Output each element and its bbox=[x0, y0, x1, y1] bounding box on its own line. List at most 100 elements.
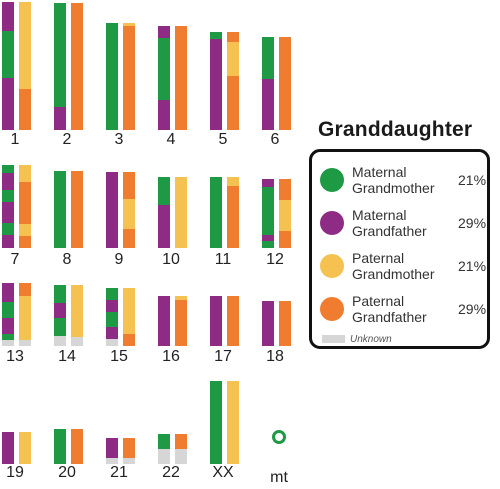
chromosome-label: XX bbox=[212, 464, 234, 481]
maternal-chromosome-segment bbox=[2, 283, 14, 302]
legend-title: Granddaughter bbox=[318, 118, 473, 141]
paternal-chromosome-segment bbox=[227, 296, 239, 346]
chromosome-label: 14 bbox=[58, 348, 76, 365]
paternal-chromosome-segment bbox=[19, 2, 31, 89]
maternal-chromosome-segment bbox=[2, 190, 14, 202]
chromosome-label: 17 bbox=[214, 348, 232, 365]
maternal-chromosome-segment bbox=[2, 235, 14, 248]
maternal-chromosome-segment bbox=[262, 301, 274, 346]
legend-swatch-icon bbox=[320, 211, 344, 235]
chromosome-label: 15 bbox=[110, 348, 128, 365]
legend-item-label: Maternal Grandfather bbox=[352, 207, 427, 239]
legend-item-percent: 21% bbox=[458, 258, 487, 274]
paternal-chromosome-segment bbox=[227, 186, 239, 248]
paternal-chromosome-segment bbox=[279, 231, 291, 248]
paternal-chromosome-segment bbox=[123, 288, 135, 334]
paternal-chromosome-segment bbox=[19, 224, 31, 236]
paternal-chromosome-segment bbox=[19, 432, 31, 464]
chromosome-label: 8 bbox=[62, 251, 72, 268]
legend-item-percent: 29% bbox=[458, 301, 487, 317]
paternal-chromosome-segment bbox=[279, 301, 291, 346]
paternal-chromosome-segment bbox=[175, 26, 187, 130]
maternal-chromosome-segment bbox=[262, 241, 274, 248]
paternal-chromosome-segment bbox=[19, 340, 31, 346]
chromosome-label: 12 bbox=[266, 251, 284, 268]
maternal-chromosome-segment bbox=[158, 434, 170, 449]
paternal-chromosome-segment bbox=[227, 76, 239, 130]
paternal-chromosome-segment bbox=[175, 300, 187, 346]
chromosome-label: 5 bbox=[218, 131, 228, 148]
maternal-chromosome-segment bbox=[106, 300, 118, 312]
chromosome-label: 3 bbox=[114, 131, 124, 148]
paternal-chromosome-segment bbox=[175, 449, 187, 464]
paternal-chromosome-segment bbox=[19, 283, 31, 296]
legend-item-label: Paternal Grandmother bbox=[352, 250, 435, 282]
paternal-chromosome-segment bbox=[19, 165, 31, 182]
chromosome-label: 7 bbox=[10, 251, 20, 268]
maternal-chromosome-segment bbox=[158, 205, 170, 248]
chromosome-label: 16 bbox=[162, 348, 180, 365]
paternal-chromosome-segment bbox=[227, 381, 239, 464]
maternal-chromosome-segment bbox=[106, 458, 118, 464]
paternal-chromosome-segment bbox=[123, 334, 135, 346]
maternal-chromosome-segment bbox=[54, 336, 66, 346]
legend-swatch-icon bbox=[320, 168, 344, 192]
maternal-chromosome-segment bbox=[262, 79, 274, 130]
maternal-chromosome-segment bbox=[262, 179, 274, 187]
chromosome-label: 2 bbox=[62, 131, 72, 148]
maternal-chromosome-segment bbox=[2, 202, 14, 223]
unknown-label: Unknown bbox=[350, 334, 392, 345]
paternal-chromosome-segment bbox=[227, 32, 239, 42]
legend-item-label: Paternal Grandfather bbox=[352, 293, 427, 325]
chromosome-label: 10 bbox=[162, 251, 180, 268]
maternal-chromosome-segment bbox=[54, 3, 66, 107]
paternal-chromosome-segment bbox=[175, 296, 187, 300]
chromosome-label: 11 bbox=[214, 251, 232, 268]
maternal-chromosome-segment bbox=[54, 107, 66, 130]
chromosome-label: 4 bbox=[166, 131, 176, 148]
maternal-chromosome-segment bbox=[262, 37, 274, 79]
maternal-chromosome-segment bbox=[210, 381, 222, 464]
paternal-chromosome-segment bbox=[123, 199, 135, 229]
maternal-chromosome-segment bbox=[158, 26, 170, 38]
maternal-chromosome-segment bbox=[2, 2, 14, 31]
paternal-chromosome-segment bbox=[279, 179, 291, 200]
paternal-chromosome-segment bbox=[123, 458, 135, 464]
maternal-chromosome-segment bbox=[106, 339, 118, 346]
paternal-chromosome-segment bbox=[279, 200, 291, 231]
chromosome-label: 6 bbox=[270, 131, 280, 148]
paternal-chromosome-segment bbox=[123, 229, 135, 248]
paternal-chromosome-segment bbox=[71, 429, 83, 464]
maternal-chromosome-segment bbox=[54, 303, 66, 318]
maternal-chromosome-segment bbox=[2, 432, 14, 464]
legend-swatch-icon bbox=[320, 254, 344, 278]
paternal-chromosome-segment bbox=[19, 296, 31, 340]
maternal-chromosome-segment bbox=[158, 100, 170, 130]
maternal-chromosome-segment bbox=[2, 173, 14, 190]
chromosome-label: 22 bbox=[162, 464, 180, 481]
mitochondria-label: mt bbox=[270, 469, 288, 486]
maternal-chromosome-segment bbox=[106, 288, 118, 300]
chromosome-label: 13 bbox=[6, 348, 24, 365]
paternal-chromosome-segment bbox=[175, 434, 187, 449]
paternal-chromosome-segment bbox=[71, 285, 83, 337]
maternal-chromosome-segment bbox=[54, 285, 66, 303]
maternal-chromosome-segment bbox=[54, 171, 66, 248]
legend-box: Maternal Grandmother 21% Maternal Grandfathe… bbox=[309, 149, 490, 349]
maternal-chromosome-segment bbox=[2, 340, 14, 346]
paternal-chromosome-segment bbox=[19, 236, 31, 248]
legend-item-percent: 29% bbox=[458, 215, 487, 231]
paternal-chromosome-segment bbox=[123, 23, 135, 26]
unknown-swatch bbox=[322, 335, 345, 343]
chromosome-label: 18 bbox=[266, 348, 284, 365]
paternal-chromosome-segment bbox=[19, 89, 31, 130]
paternal-chromosome-segment bbox=[123, 26, 135, 130]
maternal-chromosome-segment bbox=[106, 172, 118, 248]
maternal-chromosome-segment bbox=[262, 187, 274, 235]
maternal-chromosome-segment bbox=[158, 449, 170, 464]
maternal-chromosome-segment bbox=[106, 312, 118, 327]
paternal-chromosome-segment bbox=[227, 42, 239, 76]
maternal-chromosome-segment bbox=[106, 23, 118, 130]
maternal-chromosome-segment bbox=[2, 31, 14, 78]
